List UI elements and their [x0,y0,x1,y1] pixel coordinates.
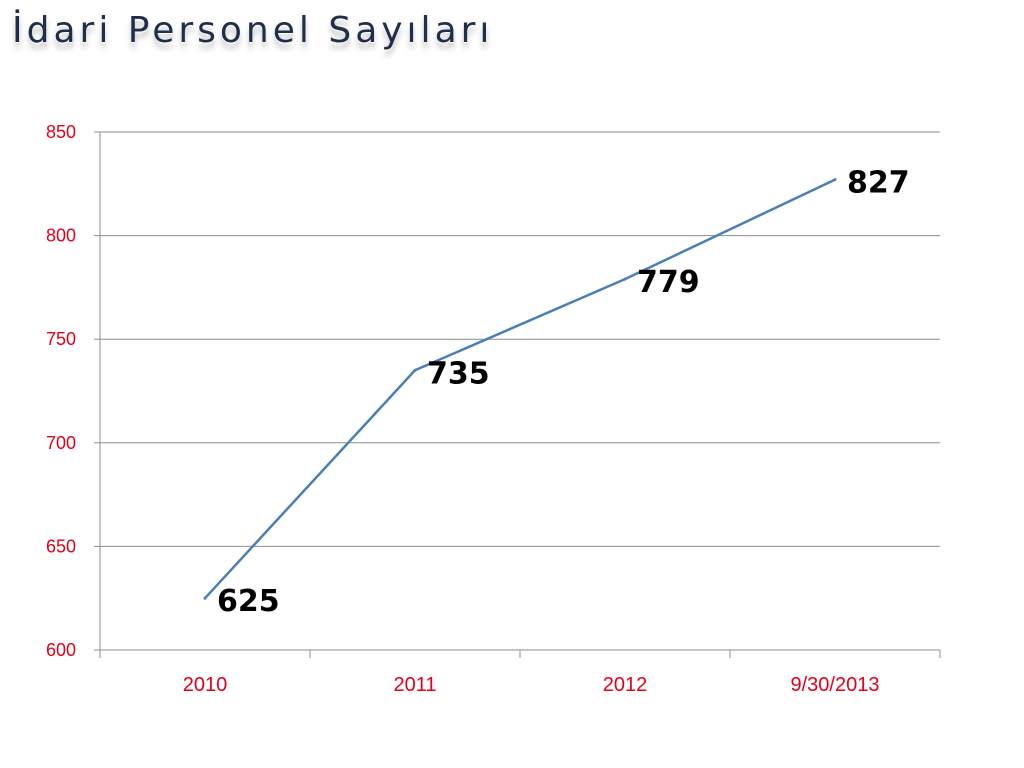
tick-label-y: 800 [46,226,76,246]
data-label: 779 [637,265,700,300]
tick-label-y: 750 [46,329,76,349]
data-point [203,596,207,600]
tick-label-y: 850 [46,122,76,142]
slide-title: İdari Personel Sayıları [12,10,494,51]
tick-label-x: 9/30/2013 [791,674,880,696]
tick-label-y: 600 [46,640,76,660]
data-point [833,178,837,182]
data-point [413,368,417,372]
data-label: 625 [217,584,280,619]
series-line [204,178,836,600]
tick-label-x: 2011 [393,674,436,696]
data-label: 735 [427,356,490,391]
tick-label-x: 2012 [603,674,648,696]
data-label: 827 [847,166,910,201]
tick-label-y: 700 [46,433,76,453]
tick-label-x: 2010 [183,674,228,696]
data-point [623,277,627,281]
tick-label-y: 650 [46,536,76,556]
